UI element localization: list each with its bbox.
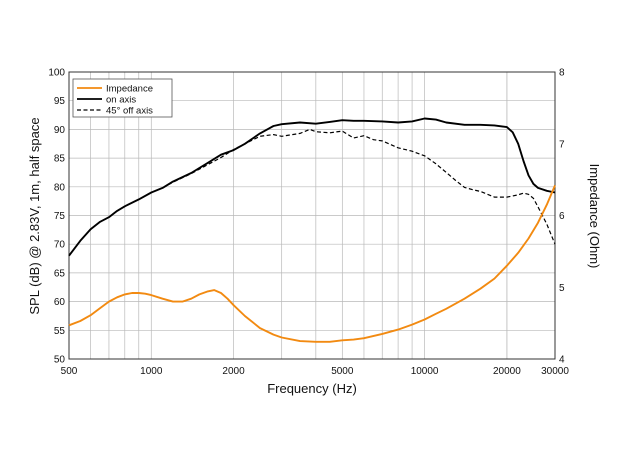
plot-frame xyxy=(68,71,556,360)
y-axis-title-right: Impedance (Ohm) xyxy=(587,164,602,269)
on-axis-line xyxy=(68,117,556,257)
impedance-line xyxy=(68,185,556,343)
x-axis-title: Frequency (Hz) xyxy=(267,381,357,396)
y-tick-label-left: 85 xyxy=(54,154,66,165)
x-tick-label: 10000 xyxy=(411,366,439,377)
y-tick-label-right: 4 xyxy=(559,355,565,366)
x-tick-label: 5000 xyxy=(331,366,354,377)
y-tick-label-left: 65 xyxy=(54,268,66,279)
y-tick-label-left: 95 xyxy=(54,96,66,107)
legend-label-impedance: Impedance xyxy=(106,84,153,95)
y-axis-title-left: SPL (dB) @ 2.83V, 1m, half space xyxy=(27,117,42,314)
y-tick-label-left: 80 xyxy=(54,182,66,193)
x-tick-label: 500 xyxy=(61,366,78,377)
legend: Impedance on axis 45° off axis xyxy=(72,78,173,118)
y-tick-label-left: 90 xyxy=(54,125,66,136)
legend-label-on-axis: on axis xyxy=(106,95,136,106)
x-tick-label: 20000 xyxy=(493,366,521,377)
y-tick-label-left: 100 xyxy=(48,68,65,79)
y-tick-label-left: 60 xyxy=(54,297,66,308)
y-tick-label-right: 5 xyxy=(559,283,565,294)
y-tick-label-right: 8 xyxy=(559,68,565,79)
y-tick-label-left: 55 xyxy=(54,326,66,337)
y-tick-label-right: 7 xyxy=(559,139,565,150)
x-tick-label: 1000 xyxy=(140,366,163,377)
y-tick-label-right: 6 xyxy=(559,211,565,222)
legend-label-off-axis: 45° off axis xyxy=(106,106,153,117)
y-tick-label-left: 50 xyxy=(54,355,66,366)
y-tick-label-left: 70 xyxy=(54,240,66,251)
ticks-layer: 500 1000 2000 5000 10000 20000 300005055606570… xyxy=(48,68,569,378)
x-tick-label: 30000 xyxy=(541,366,569,377)
grid xyxy=(69,72,555,359)
series-layer xyxy=(68,117,556,343)
y-tick-label-left: 75 xyxy=(54,211,66,222)
x-tick-label: 2000 xyxy=(222,366,245,377)
legend-box xyxy=(72,78,173,118)
